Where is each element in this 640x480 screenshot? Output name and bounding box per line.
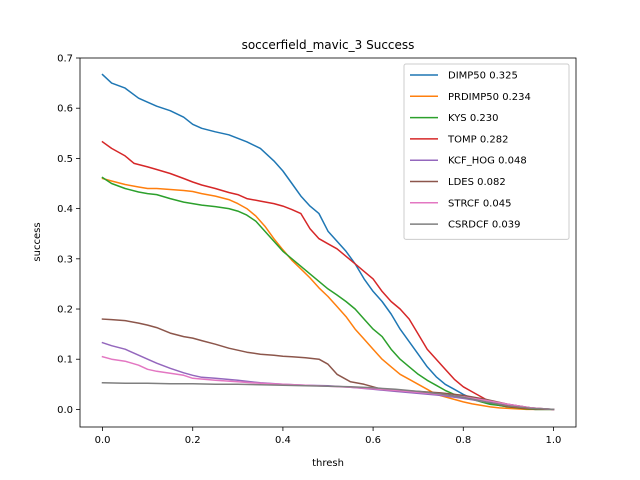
- y-tick-label: 0.5: [57, 154, 73, 165]
- legend-label-strcf: STRCF 0.045: [448, 198, 511, 209]
- series-line-csrdcf: [101, 382, 555, 411]
- y-tick-label: 0.7: [57, 54, 73, 65]
- y-tick-label: 0.0: [57, 405, 73, 416]
- legend-label-dimp50: DIMP50 0.325: [448, 71, 518, 82]
- x-tick-label: 0.2: [185, 435, 201, 446]
- legend-label-kcf-hog: KCF_HOG 0.048: [448, 156, 527, 167]
- y-tick-label: 0.2: [57, 305, 73, 316]
- y-tick-label: 0.6: [57, 104, 73, 115]
- x-axis-ticks: 0.0 0.2 0.4 0.6 0.8 1.0: [95, 427, 562, 446]
- y-axis-label: success: [32, 222, 43, 261]
- legend-label-tomp: TOMP 0.282: [447, 134, 508, 145]
- y-tick-label: 0.3: [57, 254, 73, 265]
- legend-label-ldes: LDES 0.082: [448, 177, 506, 188]
- x-tick-label: 0.4: [275, 435, 291, 446]
- series-line-tomp: [101, 140, 555, 411]
- plot-area: [101, 73, 555, 411]
- x-tick-label: 0.8: [455, 435, 471, 446]
- y-tick-label: 0.1: [57, 355, 73, 366]
- legend: DIMP50 0.325 PRDIMP50 0.234 KYS 0.230 TOMP …: [403, 63, 570, 240]
- x-tick-label: 0.6: [365, 435, 381, 446]
- legend-label-kys: KYS 0.230: [448, 113, 498, 124]
- x-tick-label: 0.0: [95, 435, 111, 446]
- axes-frame: [79, 57, 577, 428]
- y-axis-ticks: 0.0 0.1 0.2 0.3 0.4 0.5 0.6 0.7: [57, 54, 80, 416]
- x-axis-label: thresh: [312, 458, 344, 469]
- legend-label-csrdcf: CSRDCF 0.039: [448, 220, 521, 231]
- y-tick-label: 0.4: [57, 204, 73, 215]
- legend-box: [403, 63, 570, 240]
- x-tick-label: 1.0: [546, 435, 562, 446]
- chart-title: soccerfield_mavic_3 Success: [242, 38, 415, 52]
- series-line-prdimp50: [101, 177, 555, 411]
- legend-label-prdimp50: PRDIMP50 0.234: [448, 92, 531, 103]
